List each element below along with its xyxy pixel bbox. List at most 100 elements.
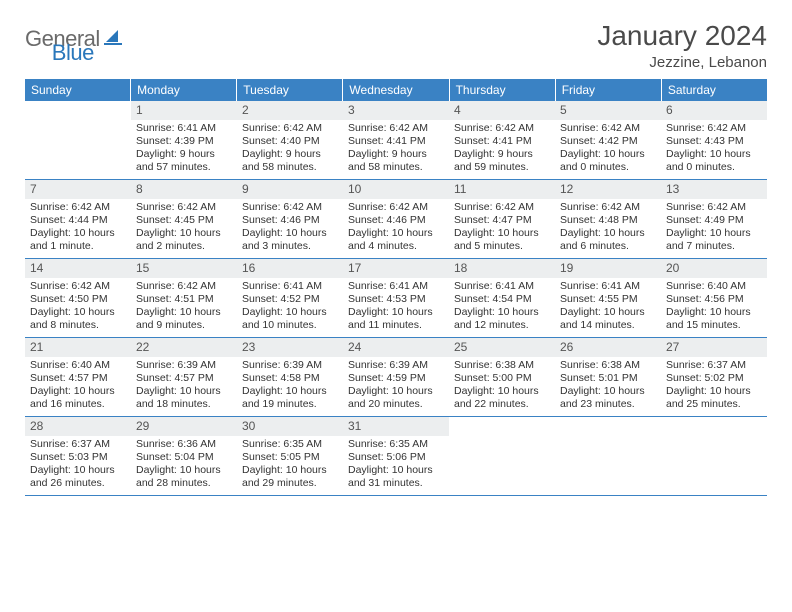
day-body: Sunrise: 6:42 AMSunset: 4:49 PMDaylight:… [661, 199, 767, 258]
day-number: 30 [237, 417, 343, 436]
sunrise-text: Sunrise: 6:41 AM [348, 280, 444, 293]
weekday-header: Friday [556, 79, 662, 101]
sunset-text: Sunset: 5:03 PM [30, 451, 126, 464]
day-body: Sunrise: 6:40 AMSunset: 4:56 PMDaylight:… [661, 278, 767, 337]
sunset-text: Sunset: 4:58 PM [242, 372, 338, 385]
sunset-text: Sunset: 4:57 PM [136, 372, 232, 385]
weekday-header: Wednesday [343, 79, 449, 101]
day-body: Sunrise: 6:42 AMSunset: 4:48 PMDaylight:… [555, 199, 661, 258]
daylight-text: Daylight: 10 hours and 3 minutes. [242, 227, 338, 253]
daylight-text: Daylight: 10 hours and 31 minutes. [348, 464, 444, 490]
brand-sail-icon [104, 28, 124, 51]
sunset-text: Sunset: 4:47 PM [454, 214, 550, 227]
daylight-text: Daylight: 10 hours and 14 minutes. [560, 306, 656, 332]
day-number: 27 [661, 338, 767, 357]
sunrise-text: Sunrise: 6:42 AM [348, 122, 444, 135]
day-body: Sunrise: 6:38 AMSunset: 5:01 PMDaylight:… [555, 357, 661, 416]
sunset-text: Sunset: 4:40 PM [242, 135, 338, 148]
calendar: SundayMondayTuesdayWednesdayThursdayFrid… [25, 79, 767, 496]
daylight-text: Daylight: 10 hours and 0 minutes. [666, 148, 762, 174]
sunrise-text: Sunrise: 6:42 AM [666, 201, 762, 214]
weekday-header: Saturday [662, 79, 767, 101]
day-body: Sunrise: 6:42 AMSunset: 4:50 PMDaylight:… [25, 278, 131, 337]
day-body: Sunrise: 6:39 AMSunset: 4:58 PMDaylight:… [237, 357, 343, 416]
day-cell: 14Sunrise: 6:42 AMSunset: 4:50 PMDayligh… [25, 259, 131, 337]
daylight-text: Daylight: 10 hours and 18 minutes. [136, 385, 232, 411]
week-row: .1Sunrise: 6:41 AMSunset: 4:39 PMDayligh… [25, 101, 767, 180]
day-cell: 31Sunrise: 6:35 AMSunset: 5:06 PMDayligh… [343, 417, 449, 495]
sunset-text: Sunset: 4:42 PM [560, 135, 656, 148]
week-row: 7Sunrise: 6:42 AMSunset: 4:44 PMDaylight… [25, 180, 767, 259]
day-cell: 10Sunrise: 6:42 AMSunset: 4:46 PMDayligh… [343, 180, 449, 258]
sunrise-text: Sunrise: 6:39 AM [136, 359, 232, 372]
title-block: January 2024 Jezzine, Lebanon [597, 20, 767, 71]
daylight-text: Daylight: 10 hours and 25 minutes. [666, 385, 762, 411]
day-cell: 23Sunrise: 6:39 AMSunset: 4:58 PMDayligh… [237, 338, 343, 416]
weekday-header-row: SundayMondayTuesdayWednesdayThursdayFrid… [25, 79, 767, 101]
day-cell: 28Sunrise: 6:37 AMSunset: 5:03 PMDayligh… [25, 417, 131, 495]
sunrise-text: Sunrise: 6:42 AM [348, 201, 444, 214]
weekday-header: Tuesday [237, 79, 343, 101]
day-number: 12 [555, 180, 661, 199]
day-body: Sunrise: 6:41 AMSunset: 4:52 PMDaylight:… [237, 278, 343, 337]
day-cell: 7Sunrise: 6:42 AMSunset: 4:44 PMDaylight… [25, 180, 131, 258]
day-body: Sunrise: 6:42 AMSunset: 4:47 PMDaylight:… [449, 199, 555, 258]
day-number: 9 [237, 180, 343, 199]
daylight-text: Daylight: 10 hours and 12 minutes. [454, 306, 550, 332]
daylight-text: Daylight: 10 hours and 22 minutes. [454, 385, 550, 411]
day-cell: 20Sunrise: 6:40 AMSunset: 4:56 PMDayligh… [661, 259, 767, 337]
sunrise-text: Sunrise: 6:39 AM [242, 359, 338, 372]
day-body: Sunrise: 6:39 AMSunset: 4:57 PMDaylight:… [131, 357, 237, 416]
day-body: Sunrise: 6:39 AMSunset: 4:59 PMDaylight:… [343, 357, 449, 416]
sunset-text: Sunset: 4:41 PM [454, 135, 550, 148]
day-number: 6 [661, 101, 767, 120]
sunrise-text: Sunrise: 6:37 AM [30, 438, 126, 451]
daylight-text: Daylight: 10 hours and 28 minutes. [136, 464, 232, 490]
sunrise-text: Sunrise: 6:35 AM [242, 438, 338, 451]
day-cell: 15Sunrise: 6:42 AMSunset: 4:51 PMDayligh… [131, 259, 237, 337]
day-number: 8 [131, 180, 237, 199]
sunset-text: Sunset: 4:46 PM [348, 214, 444, 227]
daylight-text: Daylight: 9 hours and 58 minutes. [348, 148, 444, 174]
day-number: 10 [343, 180, 449, 199]
sunrise-text: Sunrise: 6:35 AM [348, 438, 444, 451]
daylight-text: Daylight: 10 hours and 1 minute. [30, 227, 126, 253]
weekday-header: Monday [131, 79, 237, 101]
sunrise-text: Sunrise: 6:42 AM [30, 201, 126, 214]
day-cell: . [661, 417, 767, 495]
day-cell: . [555, 417, 661, 495]
day-cell: 30Sunrise: 6:35 AMSunset: 5:05 PMDayligh… [237, 417, 343, 495]
day-number: 31 [343, 417, 449, 436]
sunrise-text: Sunrise: 6:42 AM [454, 201, 550, 214]
daylight-text: Daylight: 10 hours and 19 minutes. [242, 385, 338, 411]
daylight-text: Daylight: 10 hours and 10 minutes. [242, 306, 338, 332]
sunset-text: Sunset: 5:04 PM [136, 451, 232, 464]
day-number: 16 [237, 259, 343, 278]
day-cell: 17Sunrise: 6:41 AMSunset: 4:53 PMDayligh… [343, 259, 449, 337]
sunset-text: Sunset: 4:39 PM [136, 135, 232, 148]
day-number: 14 [25, 259, 131, 278]
day-number: 21 [25, 338, 131, 357]
sunrise-text: Sunrise: 6:42 AM [136, 280, 232, 293]
day-cell: 21Sunrise: 6:40 AMSunset: 4:57 PMDayligh… [25, 338, 131, 416]
day-body: Sunrise: 6:42 AMSunset: 4:46 PMDaylight:… [237, 199, 343, 258]
day-number: 3 [343, 101, 449, 120]
day-cell: 12Sunrise: 6:42 AMSunset: 4:48 PMDayligh… [555, 180, 661, 258]
daylight-text: Daylight: 10 hours and 20 minutes. [348, 385, 444, 411]
sunrise-text: Sunrise: 6:42 AM [560, 122, 656, 135]
sunrise-text: Sunrise: 6:41 AM [242, 280, 338, 293]
day-number: 4 [449, 101, 555, 120]
sunrise-text: Sunrise: 6:41 AM [136, 122, 232, 135]
sunset-text: Sunset: 4:41 PM [348, 135, 444, 148]
daylight-text: Daylight: 10 hours and 23 minutes. [560, 385, 656, 411]
sunrise-text: Sunrise: 6:42 AM [242, 201, 338, 214]
daylight-text: Daylight: 9 hours and 58 minutes. [242, 148, 338, 174]
day-cell: 18Sunrise: 6:41 AMSunset: 4:54 PMDayligh… [449, 259, 555, 337]
day-body: Sunrise: 6:41 AMSunset: 4:54 PMDaylight:… [449, 278, 555, 337]
sunset-text: Sunset: 4:54 PM [454, 293, 550, 306]
sunrise-text: Sunrise: 6:41 AM [454, 280, 550, 293]
day-number: 26 [555, 338, 661, 357]
sunset-text: Sunset: 4:59 PM [348, 372, 444, 385]
sunset-text: Sunset: 4:49 PM [666, 214, 762, 227]
sunset-text: Sunset: 4:52 PM [242, 293, 338, 306]
